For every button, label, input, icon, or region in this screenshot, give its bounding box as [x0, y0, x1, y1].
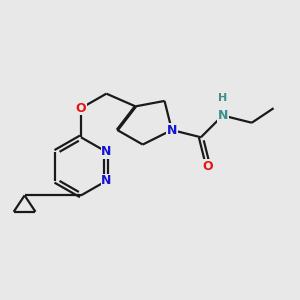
- Text: O: O: [76, 102, 86, 115]
- Text: N: N: [167, 124, 177, 136]
- Text: H: H: [218, 93, 227, 103]
- Text: N: N: [101, 174, 112, 188]
- Text: O: O: [203, 160, 214, 173]
- Text: N: N: [218, 109, 228, 122]
- Text: N: N: [101, 145, 112, 158]
